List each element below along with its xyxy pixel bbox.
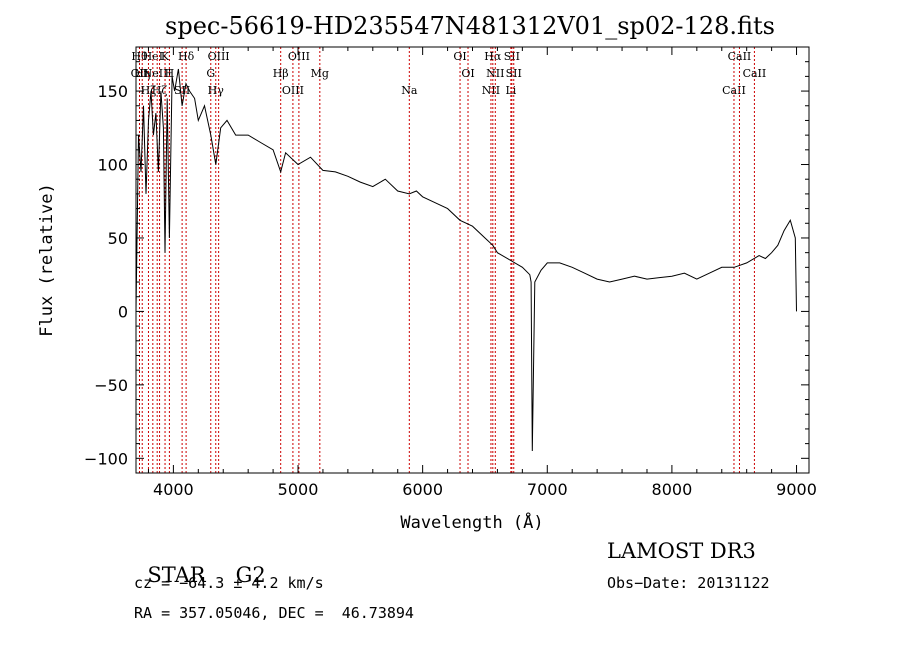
marker-label: Hγ	[208, 84, 225, 97]
object-class: STAR G2	[134, 539, 266, 587]
marker-label: HeI	[143, 50, 163, 63]
marker-label: OIII	[282, 84, 304, 97]
marker-label: OII	[131, 67, 149, 80]
marker-label: Hβ	[273, 67, 289, 80]
x-axis-ticks: 4000 5000 6000 7000 8000 9000	[147, 47, 817, 499]
marker-label: Hδ	[178, 50, 195, 63]
marker-label: SII	[174, 84, 190, 97]
obs-date-label: Obs−Date: 20131122	[607, 574, 770, 592]
marker-label: H	[165, 67, 175, 80]
subclass-label: G2	[235, 563, 266, 587]
marker-label: OI	[453, 50, 466, 63]
radec-label: RA = 357.05046, DEC = 46.73894	[134, 604, 414, 622]
x-axis-label: Wavelength (Å)	[400, 511, 543, 533]
x-tick-label: 8000	[652, 480, 693, 499]
marker-label: NII	[482, 84, 500, 97]
marker-label: Li	[505, 84, 516, 97]
marker-label: SII	[506, 67, 522, 80]
y-tick-label: −100	[84, 449, 128, 468]
marker-label: K	[161, 50, 170, 63]
marker-label: OIII	[208, 50, 230, 63]
cz-label: cz = −64.3 ± 4.2 km/s	[134, 574, 324, 592]
marker-label: NII	[486, 67, 504, 80]
x-tick-label: 4000	[153, 480, 194, 499]
spectrum-line	[135, 68, 797, 452]
plot-frame	[135, 46, 810, 474]
y-axis-label: Flux (relative)	[37, 183, 57, 337]
y-axis-ticks: −100 −50 0 50 100 150	[84, 46, 809, 474]
marker-label: Hζ	[152, 84, 168, 97]
x-tick-label: 9000	[776, 480, 817, 499]
class-label: STAR	[147, 563, 206, 587]
x-tick-label: 7000	[527, 480, 568, 499]
marker-label: G	[206, 67, 215, 80]
marker-label: Hα	[484, 50, 502, 63]
y-tick-label: −50	[94, 376, 128, 395]
marker-label: CaII	[743, 67, 767, 80]
marker-label: CaII	[722, 84, 746, 97]
marker-label: OIII	[288, 50, 310, 63]
marker-label: SII	[504, 50, 520, 63]
chart-title: spec-56619-HD235547N481312V01_sp02-128.f…	[165, 12, 775, 40]
marker-label: CaII	[728, 50, 752, 63]
marker-label: NeIII	[143, 67, 172, 80]
x-tick-label: 5000	[278, 480, 319, 499]
x-tick-label: 6000	[402, 480, 443, 499]
y-tick-label: 50	[108, 229, 128, 248]
marker-label: Mg	[311, 67, 329, 80]
line-markers: HθOIIHηHζHeINeIIIHζKHSIIHδGHγOIIIHβOIIIO…	[131, 47, 767, 473]
y-tick-label: 100	[97, 156, 128, 175]
marker-label: Na	[401, 84, 418, 97]
y-tick-label: 0	[118, 302, 128, 321]
marker-label: OI	[461, 67, 474, 80]
survey-label: LAMOST DR3	[607, 539, 756, 563]
y-tick-label: 150	[97, 82, 128, 101]
